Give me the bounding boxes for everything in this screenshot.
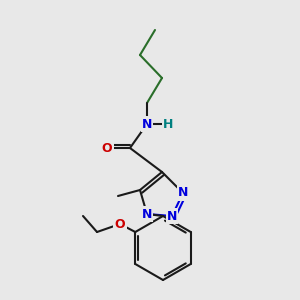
Text: N: N <box>142 118 152 130</box>
Text: N: N <box>178 187 188 200</box>
Text: N: N <box>142 208 152 220</box>
Text: O: O <box>102 142 112 154</box>
Text: H: H <box>163 118 173 130</box>
Text: O: O <box>115 218 125 230</box>
Text: N: N <box>167 209 177 223</box>
